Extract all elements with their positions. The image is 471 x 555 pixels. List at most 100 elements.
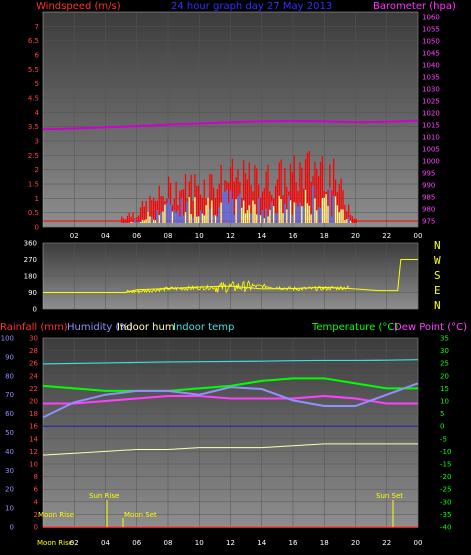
humidity-tick-label: 20 (5, 486, 14, 494)
gust-bar (231, 158, 234, 223)
gust-bar (199, 194, 202, 223)
wind-bar (229, 190, 232, 223)
gust-bar (355, 218, 357, 223)
wind-bar (233, 214, 235, 223)
x-tick-label: 10 (195, 232, 204, 240)
x-tick-label: 08 (164, 232, 173, 240)
gust-bar (280, 159, 282, 223)
wind-bar (130, 221, 132, 223)
gust-bar (136, 216, 138, 223)
wind-bar (342, 209, 344, 223)
wind-bar (149, 216, 151, 223)
wind-bar (331, 216, 333, 223)
wind-bar (349, 220, 352, 223)
x-tick-label: 20 (351, 232, 360, 240)
humidity-tick-label: 60 (5, 410, 14, 418)
gust-bar (218, 183, 220, 223)
wind-bar (254, 204, 256, 223)
temperature-tick-label: -35 (440, 511, 451, 519)
gust-bar (154, 200, 157, 223)
wind-bar (301, 206, 303, 223)
wind-y-tick-label: 0 (35, 224, 39, 232)
wind-bar (274, 213, 277, 223)
wind-bar (338, 212, 340, 223)
gust-bar (351, 216, 354, 223)
wind-bar (164, 204, 166, 223)
bottom-x-tick-label: 08 (164, 539, 173, 547)
wind-bar (316, 210, 318, 223)
gust-bar (158, 185, 160, 223)
direction-y-tick-label: 90 (28, 289, 37, 297)
gust-bar (139, 207, 142, 223)
wind-bar (319, 207, 322, 223)
wind-bar (323, 197, 325, 223)
gust-bar (269, 191, 271, 223)
wind-bar (190, 214, 192, 223)
gust-bar (184, 174, 187, 223)
direction-y-tick-label: 0 (33, 306, 37, 314)
gust-bar (214, 197, 217, 223)
bottom-x-tick-label: 00 (414, 539, 423, 547)
wind-bar (318, 207, 320, 223)
moon-set-text: Moon Set (124, 511, 157, 519)
wind-bar (314, 198, 316, 223)
wind-bar (141, 219, 144, 223)
wind-y-tick-label: 6 (35, 52, 40, 60)
humidity-tick-label: 50 (5, 429, 14, 437)
gust-bar (216, 189, 219, 223)
gust-bar (160, 196, 162, 223)
gust-bar (306, 152, 309, 223)
gust-bar (286, 186, 288, 223)
bottom-x-tick-label: 10 (195, 539, 204, 547)
wind-bar (222, 192, 224, 223)
barometer-tick-label: 1050 (422, 37, 440, 45)
wind-bar (179, 216, 181, 223)
wind-bar (145, 219, 147, 223)
wind-bar (295, 203, 297, 223)
wind-bar (199, 210, 202, 223)
gust-bar (263, 188, 265, 223)
x-tick-label: 06 (132, 232, 141, 240)
bottom-x-tick-label: 12 (226, 539, 235, 547)
barometer-tick-label: 995 (422, 169, 435, 177)
wind-y-tick-label: 0.5 (28, 209, 39, 217)
wind-bar (340, 209, 342, 223)
wind-bar (203, 215, 205, 223)
wind-bar (297, 206, 299, 223)
gust-bar (209, 173, 211, 223)
wind-bar (198, 216, 200, 223)
gust-bar (145, 201, 147, 223)
wind-bar (291, 214, 294, 223)
barometer-tick-label: 975 (422, 217, 435, 225)
wind-bar (237, 196, 239, 223)
temperature-tick-label: 15 (440, 385, 449, 393)
series-lines (42, 119, 419, 528)
wind-bar (267, 216, 269, 223)
temperature-tick-label: 35 (440, 335, 449, 343)
wind-bar (289, 200, 292, 223)
wind-direction-line (43, 259, 418, 293)
gust-bar (256, 168, 258, 223)
gust-bar (274, 185, 277, 223)
rainfall-tick-label: 20 (29, 398, 38, 406)
wind-bar (154, 219, 157, 223)
rainfall-tick-label: 24 (29, 372, 38, 380)
rainfall-tick-label: 4 (34, 498, 39, 506)
x-tick-label: 16 (289, 232, 298, 240)
gust-bar (220, 164, 222, 223)
gust-bar (282, 195, 284, 223)
moon-rise-footer: Moon Rise (37, 539, 73, 547)
sun-rise-text: Sun Rise (89, 492, 119, 500)
gust-bar (190, 175, 192, 223)
wind-bar (139, 221, 142, 223)
wind-bar (177, 210, 179, 223)
dew-point-line (43, 394, 418, 405)
temperature-tick-label: -5 (440, 435, 447, 443)
rainfall-tick-label: 16 (29, 423, 38, 431)
humidity-label: Humidity (%) (67, 322, 133, 333)
wind-bar (168, 198, 170, 223)
barometer-tick-label: 1025 (422, 97, 440, 105)
gust-bar (340, 178, 342, 223)
wind-bar (299, 202, 301, 223)
temperature-tick-label: 30 (440, 347, 449, 355)
